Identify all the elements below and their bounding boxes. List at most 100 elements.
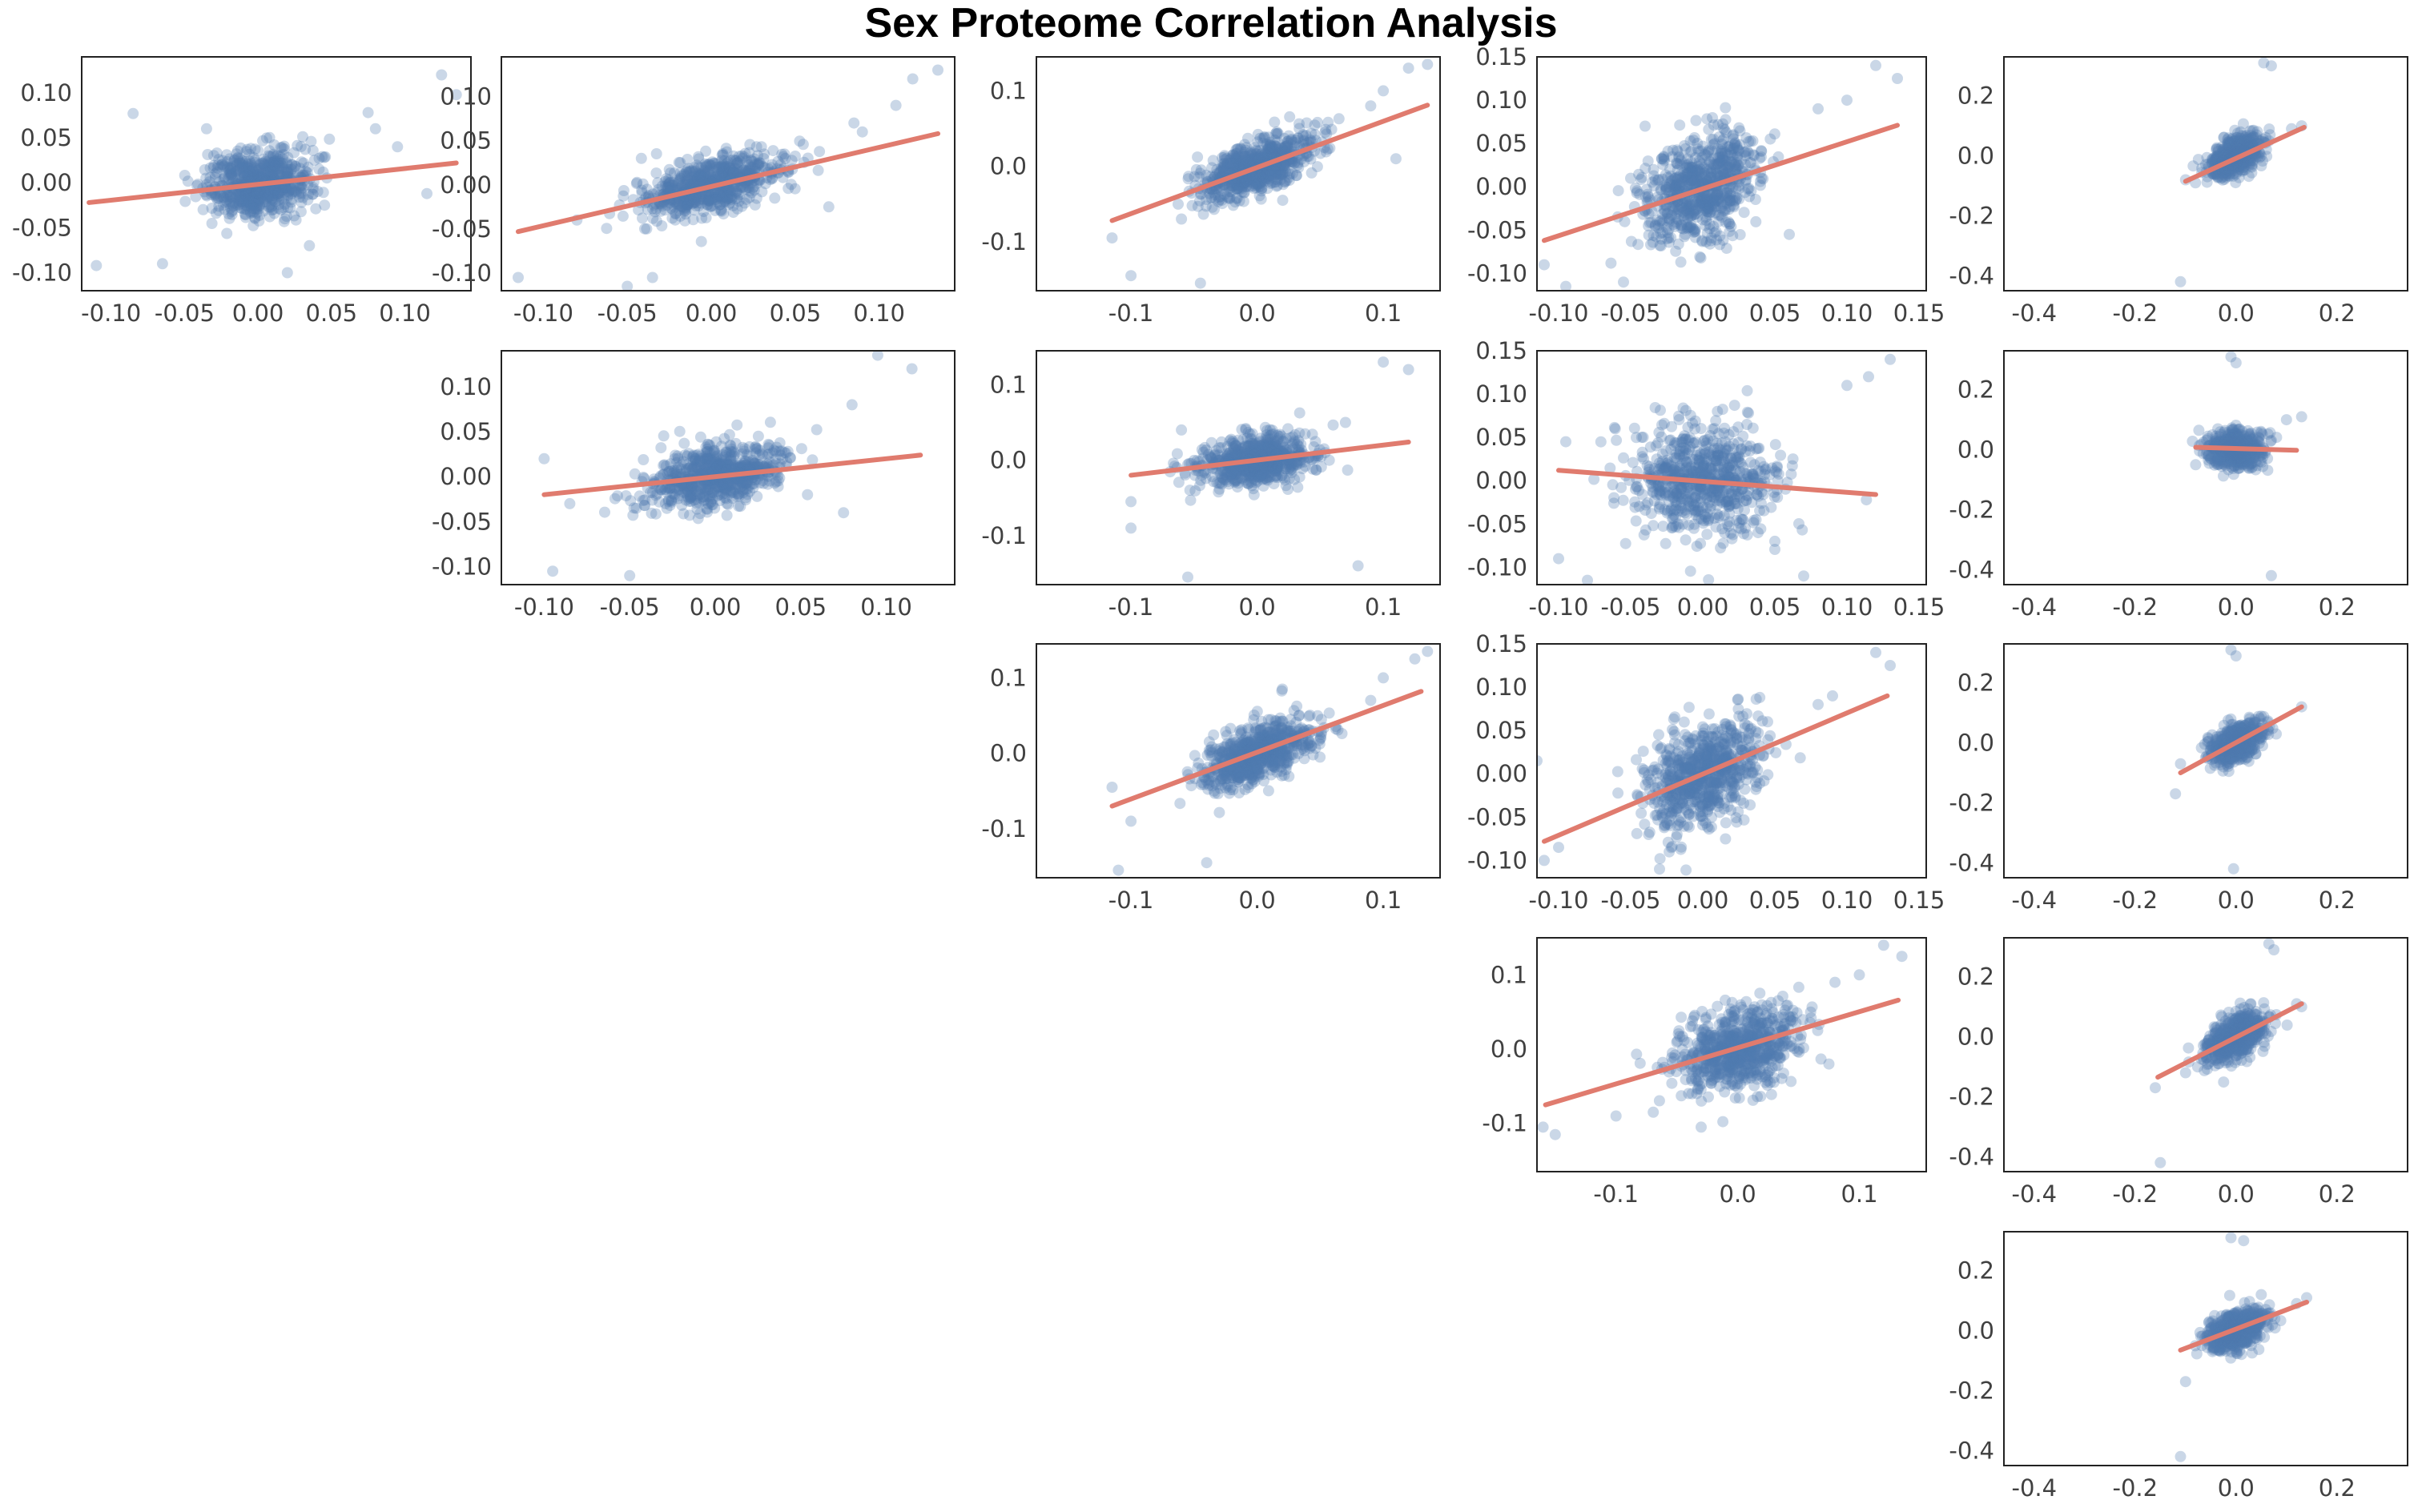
scatter-point — [2217, 168, 2229, 180]
scatter-point — [243, 196, 255, 207]
scatter-point — [256, 191, 268, 203]
scatter-point — [706, 159, 718, 171]
scatter-point — [1682, 211, 1694, 223]
scatter-point — [1676, 176, 1688, 188]
scatter-point — [751, 159, 763, 171]
scatter-point — [722, 188, 734, 200]
scatter-point — [1695, 163, 1706, 175]
scatter-point — [1870, 59, 1881, 71]
scatter-point — [1219, 151, 1231, 163]
scatter-point — [297, 191, 309, 203]
scatter-point — [234, 163, 246, 175]
scatter-point — [1260, 150, 1272, 162]
scatter-point — [1217, 158, 1229, 170]
scatter-point — [1688, 175, 1700, 187]
scatter-point — [1692, 160, 1704, 172]
scatter-point — [208, 159, 220, 171]
scatter-point — [1194, 277, 1206, 289]
scatter-point — [706, 156, 718, 168]
scatter-point — [1705, 167, 1717, 179]
scatter-point — [739, 165, 751, 177]
scatter-point — [267, 160, 279, 172]
scatter-point — [246, 162, 258, 174]
scatter-point — [1280, 175, 1292, 187]
scatter-point — [2228, 135, 2240, 147]
scatter-point — [211, 147, 223, 159]
scatter-point — [1725, 150, 1737, 161]
scatter-point — [1696, 151, 1708, 163]
x-tick-label: -0.05 — [1600, 300, 1660, 327]
scatter-point — [2239, 160, 2251, 172]
scatter-point — [1733, 180, 1745, 191]
scatter-point — [681, 175, 693, 187]
scatter-point — [1738, 146, 1750, 158]
scatter-point — [256, 172, 268, 184]
scatter-point — [848, 117, 860, 129]
scatter-point — [1238, 187, 1250, 199]
scatter-point — [1227, 177, 1239, 189]
scatter-point — [2231, 145, 2242, 157]
scatter-point — [1772, 151, 1784, 163]
scatter-point — [1265, 166, 1277, 178]
scatter-point — [1264, 167, 1276, 179]
scatter-points — [1539, 59, 1903, 291]
y-tick-label: -0.05 — [1467, 216, 1527, 243]
scatter-point — [2222, 147, 2234, 159]
scatter-point — [1656, 173, 1668, 185]
scatter-point — [763, 448, 775, 460]
scatter-point — [1654, 239, 1666, 251]
scatter-point — [1681, 223, 1693, 235]
scatter-point — [255, 193, 267, 205]
scatter-point — [1686, 175, 1698, 187]
scatter-point — [278, 140, 290, 152]
scatter-point — [2234, 139, 2245, 151]
scatter-point — [252, 193, 264, 205]
scatter-point — [726, 170, 738, 182]
scatter-point — [1688, 199, 1700, 211]
scatter-point — [716, 155, 728, 167]
scatter-point — [285, 194, 297, 206]
scatter-point — [1654, 215, 1666, 227]
scatter-point — [1240, 174, 1252, 186]
scatter-point — [1695, 175, 1707, 187]
scatter-point — [1733, 122, 1745, 134]
scatter-point — [2240, 135, 2252, 147]
scatter-point — [199, 164, 211, 175]
scatter-point — [203, 176, 215, 188]
scatter-point — [266, 167, 278, 179]
scatter-point — [225, 167, 236, 179]
scatter-point — [712, 187, 724, 199]
scatter-point — [1283, 175, 1295, 187]
scatter-point — [282, 166, 294, 178]
scatter-point — [719, 184, 731, 196]
scatter-point — [245, 143, 257, 155]
scatter-point — [279, 182, 291, 194]
scatter-point — [1182, 571, 1193, 583]
scatter-point — [253, 188, 265, 200]
scatter-point — [1712, 158, 1724, 170]
scatter-point — [709, 204, 721, 216]
scatter-point — [723, 167, 735, 179]
scatter-point — [1671, 184, 1683, 196]
scatter-point — [318, 151, 330, 163]
scatter-point — [237, 198, 249, 210]
scatter-point — [1716, 143, 1728, 155]
scatter-point — [283, 186, 295, 198]
scatter-point — [1685, 161, 1697, 173]
scatter-point — [1224, 191, 1236, 203]
scatter-point — [1236, 186, 1248, 198]
scatter-point — [690, 171, 702, 182]
scatter-point — [684, 179, 696, 191]
scatter-point — [237, 167, 249, 178]
scatter-point — [1259, 132, 1270, 143]
scatter-point — [224, 189, 236, 201]
scatter-point — [699, 169, 711, 181]
scatter-point — [268, 171, 279, 183]
scatter-point — [286, 184, 297, 196]
scatter-point — [247, 195, 259, 207]
scatter-point — [1723, 183, 1735, 195]
scatter-point — [689, 176, 700, 188]
scatter-point — [1237, 149, 1249, 161]
scatter-point — [319, 199, 331, 211]
scatter-point — [696, 212, 708, 224]
